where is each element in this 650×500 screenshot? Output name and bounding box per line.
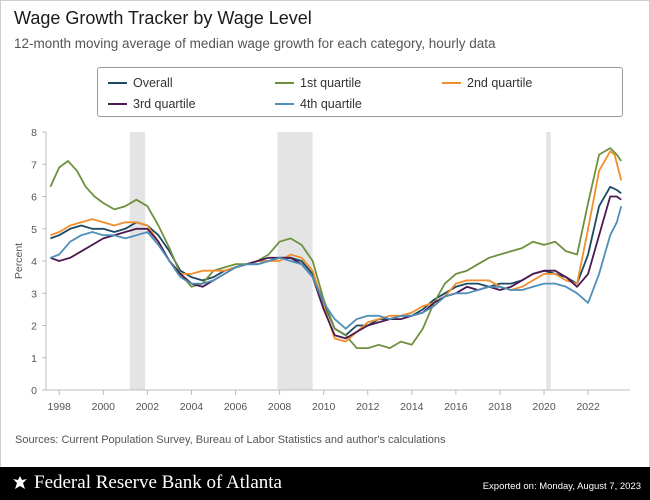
eagle-seal-icon [13, 476, 27, 489]
x-tick-label: 2020 [532, 401, 556, 413]
series-line-4th-quartile [50, 205, 623, 330]
x-tick-label: 2022 [576, 401, 600, 413]
x-tick-label: 2014 [400, 401, 424, 413]
y-tick-label: 6 [31, 192, 37, 204]
sources-note: Sources: Current Population Survey, Bure… [15, 434, 446, 446]
y-tick-label: 8 [31, 127, 37, 139]
y-tick-label: 0 [31, 385, 37, 397]
y-tick-label: 2 [31, 321, 37, 333]
export-date: Exported on: Monday, August 7, 2023 [482, 481, 641, 492]
legend-label: 1st quartile [300, 76, 362, 90]
x-tick-label: 2018 [488, 401, 512, 413]
y-tick-label: 5 [31, 224, 37, 236]
legend-swatch [108, 82, 127, 84]
brand-name: Federal Reserve Bank of Atlanta [34, 472, 282, 493]
chart-title: Wage Growth Tracker by Wage Level [14, 8, 312, 28]
legend-swatch [275, 82, 294, 84]
footer-bar: Federal Reserve Bank of Atlanta Exported… [0, 467, 650, 500]
recession-band [129, 132, 146, 390]
y-tick-label: 1 [31, 353, 37, 365]
x-tick-label: 2008 [268, 401, 292, 413]
series-line-1st-quartile [49, 147, 622, 349]
series-line-2nd-quartile [50, 150, 623, 343]
legend-label: 4th quartile [300, 97, 362, 111]
legend: Overall 1st quartile 2nd quartile 3rd qu… [97, 67, 623, 117]
x-tick-label: 2004 [180, 401, 204, 413]
x-tick-label: 2000 [92, 401, 116, 413]
x-tick-label: 2012 [356, 401, 380, 413]
recession-band [546, 132, 551, 390]
legend-swatch [108, 103, 127, 105]
legend-label: 2nd quartile [467, 76, 533, 90]
legend-swatch [442, 82, 461, 84]
y-axis-label: Percent [13, 243, 25, 279]
legend-swatch [275, 103, 294, 105]
line-chart: 0 1 2 3 4 5 6 7 8 1998 2000 2002 2004 2006 2008 2010 201… [13, 127, 630, 413]
legend-label: 3rd quartile [133, 97, 196, 111]
y-tick-label: 7 [31, 159, 37, 171]
x-tick-label: 2016 [444, 401, 468, 413]
x-tick-label: 2002 [136, 401, 160, 413]
y-tick-label: 4 [31, 256, 37, 268]
x-tick-label: 2010 [312, 401, 336, 413]
x-tick-label: 1998 [48, 401, 72, 413]
series-line-3rd-quartile [50, 195, 622, 340]
chart-subtitle: 12-month moving average of median wage g… [14, 36, 496, 51]
x-tick-label: 2006 [224, 401, 248, 413]
legend-label: Overall [133, 76, 173, 90]
y-tick-label: 3 [31, 288, 37, 300]
